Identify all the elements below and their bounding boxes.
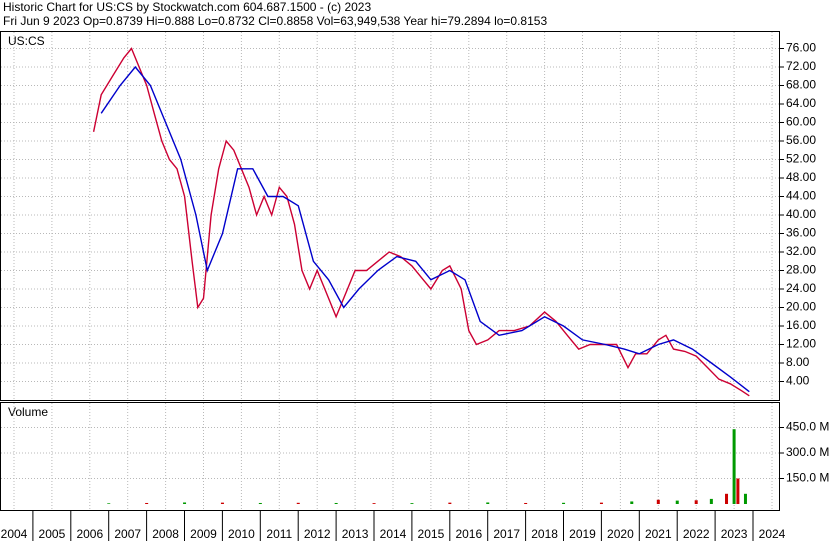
volume-bar [732,429,736,504]
y-tick-label: 16.00 [786,318,816,332]
x-tick-label: 2007 [114,527,141,541]
x-tick-label: 2009 [190,527,217,541]
volume-bar [486,502,490,504]
x-tick-label: 2010 [228,527,255,541]
x-tick-label: 2015 [418,527,445,541]
volume-bar [743,493,747,504]
volume-bar [258,502,262,504]
x-tick-label: 2023 [721,527,748,541]
y-tick-label: 150.0 M [786,471,829,485]
y-tick-label: 4.00 [786,374,810,388]
x-tick-label: 2013 [342,527,369,541]
volume-bar [220,502,224,504]
volume-bar [599,502,603,504]
y-tick-label: 64.00 [786,96,816,110]
header-line: Historic Chart for US:CS by Stockwatch.c… [3,0,371,14]
x-tick-label: 2018 [531,527,558,541]
y-tick-label: 48.00 [786,170,816,184]
header-line: Fri Jun 9 2023 Op=0.8739 Hi=0.888 Lo=0.8… [3,14,547,28]
volume-bar [448,502,452,504]
x-tick-label: 2005 [39,527,66,541]
y-tick-label: 8.00 [786,355,810,369]
panel-title: US:CS [8,34,45,48]
y-tick-label: 52.00 [786,152,816,166]
volume-bar [107,503,111,504]
y-tick-label: 32.00 [786,244,816,258]
y-tick-label: 40.00 [786,207,816,221]
x-tick-label: 2016 [455,527,482,541]
y-tick-label: 24.00 [786,281,816,295]
y-tick-label: 300.0 M [786,445,829,459]
y-tick-label: 28.00 [786,263,816,277]
y-tick-label: 20.00 [786,300,816,314]
y-tick-label: 60.00 [786,115,816,129]
volume-bar [656,499,660,504]
y-tick-label: 68.00 [786,78,816,92]
volume-bar [372,503,376,504]
price-line [92,47,750,397]
y-tick-label: 44.00 [786,189,816,203]
y-tick-label: 36.00 [786,226,816,240]
y-tick-label: 12.00 [786,337,816,351]
volume-bar [334,502,338,504]
volume-bar [296,502,300,504]
x-tick-label: 2006 [76,527,103,541]
y-tick-label: 76.00 [786,41,816,55]
volume-bar [736,478,740,504]
x-tick-label: 2008 [152,527,179,541]
x-tick-label: 2022 [683,527,710,541]
volume-bar [709,498,713,504]
x-tick-label: 2004 [1,527,28,541]
volume-bar [562,502,566,504]
x-tick-label: 2020 [607,527,634,541]
volume-bar [145,502,149,504]
volume-bar [630,501,634,504]
x-tick-label: 2019 [569,527,596,541]
volume-bar [524,502,528,504]
volume-bar [183,502,187,504]
volume-bar [694,500,698,504]
price-panel [0,31,780,401]
x-tick-label: 2021 [645,527,672,541]
volume-bar [410,503,414,504]
panel-title: Volume [8,405,48,419]
x-tick-label: 2011 [266,527,292,541]
volume-bar [675,500,679,504]
x-tick-label: 2012 [304,527,331,541]
x-tick-label: 2017 [493,527,520,541]
volume-bar [725,493,729,504]
x-tick-label: 2024 [759,527,786,541]
y-tick-label: 72.00 [786,59,816,73]
x-tick-label: 2014 [380,527,407,541]
y-tick-label: 56.00 [786,133,816,147]
y-tick-label: 450.0 M [786,420,829,434]
volume-panel [0,402,780,511]
price-line [100,65,750,393]
